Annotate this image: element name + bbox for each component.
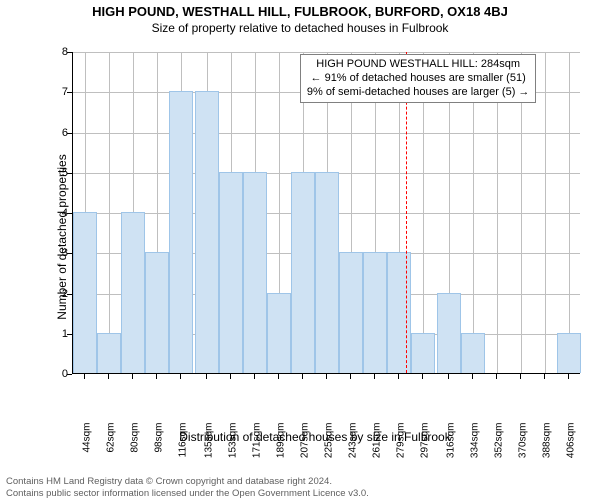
annot-line1: HIGH POUND WESTHALL HILL: 284sqm: [307, 58, 530, 72]
xtick-mark: [230, 374, 231, 379]
ytick-label: 6: [62, 127, 68, 139]
xtick-mark: [302, 374, 303, 379]
histogram-bar: [73, 212, 97, 373]
xtick-mark: [108, 374, 109, 379]
x-axis-label: Distribution of detached houses by size …: [50, 430, 580, 444]
ytick-label: 3: [62, 247, 68, 259]
footer-line2: Contains public sector information licen…: [6, 488, 369, 500]
xtick-mark: [520, 374, 521, 379]
gridline-v: [109, 52, 110, 373]
footer-line1: Contains HM Land Registry data © Crown c…: [6, 476, 369, 488]
xtick-mark: [448, 374, 449, 379]
histogram-bar: [291, 172, 315, 373]
ytick-label: 4: [62, 207, 68, 219]
xtick-mark: [156, 374, 157, 379]
histogram-bar: [363, 252, 387, 373]
annot-line3: 9% of semi-detached houses are larger (5…: [307, 86, 530, 100]
gridline-v: [545, 52, 546, 373]
xtick-mark: [350, 374, 351, 379]
ytick-label: 5: [62, 167, 68, 179]
xtick-mark: [254, 374, 255, 379]
property-annotation: HIGH POUND WESTHALL HILL: 284sqm ← 91% o…: [300, 54, 537, 103]
ytick-label: 1: [62, 328, 68, 340]
footer: Contains HM Land Registry data © Crown c…: [6, 476, 369, 500]
histogram-bar: [145, 252, 169, 373]
xtick-mark: [472, 374, 473, 379]
xtick-mark: [568, 374, 569, 379]
xtick-mark: [278, 374, 279, 379]
xtick-mark: [326, 374, 327, 379]
annot-line2: ← 91% of detached houses are smaller (51…: [307, 72, 530, 86]
ytick-label: 8: [62, 46, 68, 58]
histogram-bar: [339, 252, 363, 373]
histogram-bar: [243, 172, 267, 373]
histogram-bar: [411, 333, 435, 373]
ytick-label: 0: [62, 368, 68, 380]
xtick-mark: [374, 374, 375, 379]
gridline-v: [569, 52, 570, 373]
histogram-bar: [461, 333, 485, 373]
ytick-label: 7: [62, 86, 68, 98]
xtick-mark: [84, 374, 85, 379]
histogram-bar: [557, 333, 581, 373]
histogram-bar: [267, 293, 291, 374]
histogram-bar: [97, 333, 121, 373]
ytick-label: 2: [62, 288, 68, 300]
histogram-bar: [195, 91, 219, 373]
xtick-mark: [398, 374, 399, 379]
xtick-mark: [544, 374, 545, 379]
histogram-bar: [121, 212, 145, 373]
histogram-bar: [437, 293, 461, 374]
histogram-bar: [387, 252, 411, 373]
page-title: HIGH POUND, WESTHALL HILL, FULBROOK, BUR…: [0, 4, 600, 19]
page-subtitle: Size of property relative to detached ho…: [0, 21, 600, 35]
histogram-bar: [219, 172, 243, 373]
xtick-mark: [180, 374, 181, 379]
xtick-mark: [132, 374, 133, 379]
xtick-mark: [496, 374, 497, 379]
xtick-mark: [206, 374, 207, 379]
histogram-bar: [315, 172, 339, 373]
histogram-bar: [169, 91, 193, 373]
xtick-mark: [422, 374, 423, 379]
chart-container: Number of detached properties 012345678 …: [50, 52, 580, 422]
